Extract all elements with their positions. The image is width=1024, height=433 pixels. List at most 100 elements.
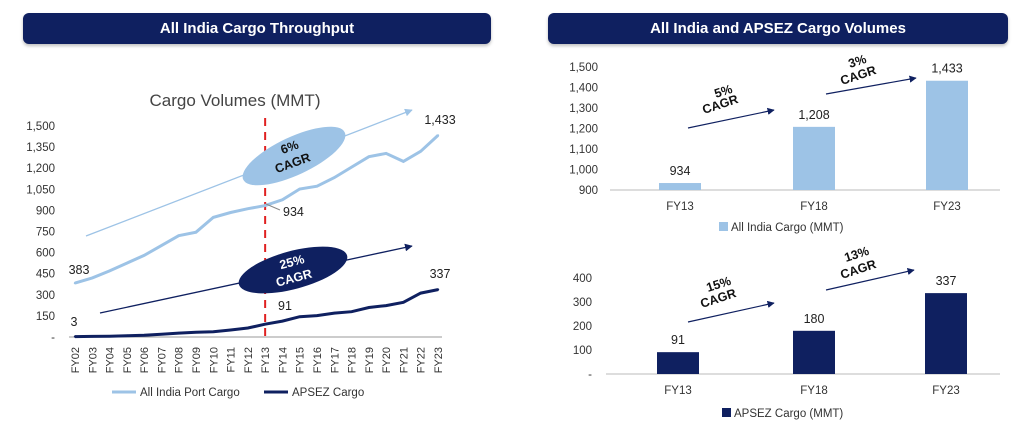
apsez-point <box>333 311 336 315</box>
b2-ytick: 100 <box>573 345 592 357</box>
ai-point <box>91 276 94 280</box>
line-xtick: FY17 <box>329 347 341 373</box>
b1-ytick: 1,100 <box>569 144 598 156</box>
apsez-point <box>177 331 180 335</box>
b2-value-label: 337 <box>936 274 957 288</box>
b2-ytick: - <box>588 369 592 381</box>
cagr-ai-pct: 6% <box>279 138 301 157</box>
ai-point <box>212 216 215 219</box>
bar2-cagr-arrow-1 <box>687 300 775 323</box>
bar1-legend-label: All India Cargo (MMT) <box>731 222 844 234</box>
line-xtick: FY02 <box>70 347 82 373</box>
legend-apsez-label: APSEZ Cargo <box>292 387 364 399</box>
b1-xtick: FY13 <box>666 201 694 213</box>
ai-point <box>298 187 301 191</box>
apsez-end-label: 337 <box>430 267 451 281</box>
apsez-mid-label: 91 <box>278 299 292 313</box>
line-ytick: 1,500 <box>26 121 55 133</box>
legend-ai-label: All India Port Cargo <box>140 387 240 399</box>
b2-xtick: FY18 <box>800 385 828 397</box>
apsez-start-label: 3 <box>71 315 78 329</box>
line-xtick: FY20 <box>381 347 393 373</box>
left-panel-header: All India Cargo Throughput <box>23 13 491 44</box>
bar2-legend-label: APSEZ Cargo (MMT) <box>734 408 843 420</box>
line-xtick: FY14 <box>277 347 289 373</box>
b1-bar <box>659 183 701 190</box>
ai-point <box>367 155 371 158</box>
cagr-apsez-pct: 25% <box>278 252 306 272</box>
apsez-point <box>229 328 232 332</box>
line-ytick: 900 <box>36 205 55 217</box>
b1-ytick: 1,400 <box>569 83 598 95</box>
line-xtick: FY19 <box>364 347 376 373</box>
apsez-point <box>367 306 371 309</box>
apsez-point <box>384 304 388 307</box>
line-ytick: 1,050 <box>26 184 55 196</box>
line-xtick: FY23 <box>433 347 445 373</box>
apsez-cargo-line <box>74 288 439 339</box>
ai-point <box>436 134 440 137</box>
line-xtick: FY22 <box>416 347 428 373</box>
line-ytick: 1,200 <box>26 163 55 175</box>
line-xtick: FY03 <box>87 347 99 373</box>
line-xtick: FY05 <box>122 347 134 373</box>
apsez-point <box>73 335 77 338</box>
bar2-legend-swatch <box>722 408 731 417</box>
apsez-point <box>194 331 198 334</box>
line-xtick: FY04 <box>105 347 117 373</box>
apsez-point <box>246 326 250 330</box>
b1-xtick: FY18 <box>800 201 828 213</box>
line-xtick: FY15 <box>295 347 307 373</box>
ai-point <box>142 254 146 257</box>
apsez-point <box>160 332 163 336</box>
b1-ytick: 1,000 <box>569 165 598 177</box>
line-ytick: 1,350 <box>26 142 55 154</box>
ai-point <box>246 207 250 210</box>
b1-xtick: FY23 <box>933 201 961 213</box>
b2-value-label: 91 <box>671 333 685 347</box>
line-xtick: FY13 <box>260 347 272 373</box>
apsez-point <box>298 315 301 318</box>
ai-point <box>125 261 129 265</box>
line-xtick: FY18 <box>347 347 359 373</box>
bar1-legend-swatch <box>719 222 728 231</box>
apsez-point <box>108 334 111 338</box>
line-xtick: FY12 <box>243 347 255 373</box>
line-xtick: FY08 <box>174 347 186 373</box>
ai-end-label: 1,433 <box>424 113 455 127</box>
bar1-cagr-arrow-1 <box>687 107 775 129</box>
b1-value-label: 934 <box>670 164 691 178</box>
line-xtick: FY10 <box>208 347 220 373</box>
b2-xtick: FY23 <box>932 385 960 397</box>
ai-point <box>281 198 284 202</box>
line-ytick: 150 <box>36 311 55 323</box>
line-xtick: FY16 <box>312 347 324 373</box>
ai-point <box>333 176 336 179</box>
line-ytick: 300 <box>36 290 55 302</box>
line-xtick: FY06 <box>139 347 151 373</box>
line-ytick: 450 <box>36 269 55 281</box>
b2-ytick: 200 <box>573 321 592 333</box>
ai-point <box>160 244 163 247</box>
apsez-point <box>142 333 146 337</box>
ai-point <box>419 150 422 153</box>
ai-point <box>177 234 180 237</box>
bar2-cagr-arrow-2 <box>825 267 915 291</box>
apsez-point <box>263 322 267 326</box>
apsez-point <box>125 334 129 337</box>
b1-value-label: 1,208 <box>798 108 829 122</box>
bar1-cagr1-pct: 5% <box>713 82 735 101</box>
ai-point <box>350 165 353 169</box>
apsez-point <box>281 319 284 323</box>
line-xtick: FY07 <box>156 347 168 373</box>
apsez-point <box>436 288 440 291</box>
b1-ytick: 1,300 <box>569 103 598 115</box>
ai-point <box>194 231 198 234</box>
apsez-point <box>212 330 215 333</box>
line-xtick: FY21 <box>398 347 410 373</box>
b1-value-label: 1,433 <box>931 62 962 76</box>
apsez-point <box>419 291 422 295</box>
apsez-point <box>402 301 405 304</box>
b1-bar <box>793 126 835 190</box>
